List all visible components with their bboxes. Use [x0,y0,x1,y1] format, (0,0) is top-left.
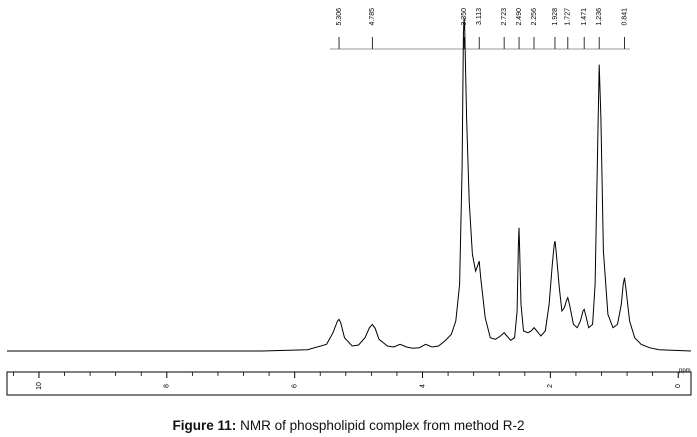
peak-label: 1.471 [581,8,588,26]
peak-label: 3.113 [476,8,483,25]
peak-label: 1.727 [565,8,572,26]
x-axis-ticks-layer: 10 8 6 4 2 0 [12,372,682,390]
x-axis-tick-label: 4 [419,384,426,388]
x-axis-tick-label: 10 [36,382,43,390]
x-axis-label: ppm [679,368,691,374]
peak-label: 2.256 [531,8,538,26]
peak-labels-layer: 5.306 4.785 3.350 3.113 2.723 2.490 2.256 1.928… [336,8,628,49]
figure-caption: Figure 11: NMR of phospholipid complex f… [0,418,697,433]
peak-label: 5.306 [336,8,343,26]
x-axis-tick-label: 0 [675,384,682,388]
x-axis-box [6,371,692,396]
peak-label: 3.350 [461,8,468,26]
figure-caption-label: Figure 11: [172,418,237,433]
peak-label: 1.928 [552,8,559,26]
peak-label: 2.490 [516,8,523,26]
peak-label: 0.841 [621,8,628,26]
spectrum-line [7,17,692,352]
x-axis-tick-label: 6 [292,384,299,388]
x-axis-tick-label: 2 [547,384,554,388]
peak-label: 2.723 [501,8,508,26]
peak-label: 4.785 [369,8,376,26]
x-axis-tick-label: 8 [164,384,171,388]
peak-label: 1.236 [596,8,603,26]
figure-caption-text: NMR of phospholipid complex from method … [240,418,525,433]
